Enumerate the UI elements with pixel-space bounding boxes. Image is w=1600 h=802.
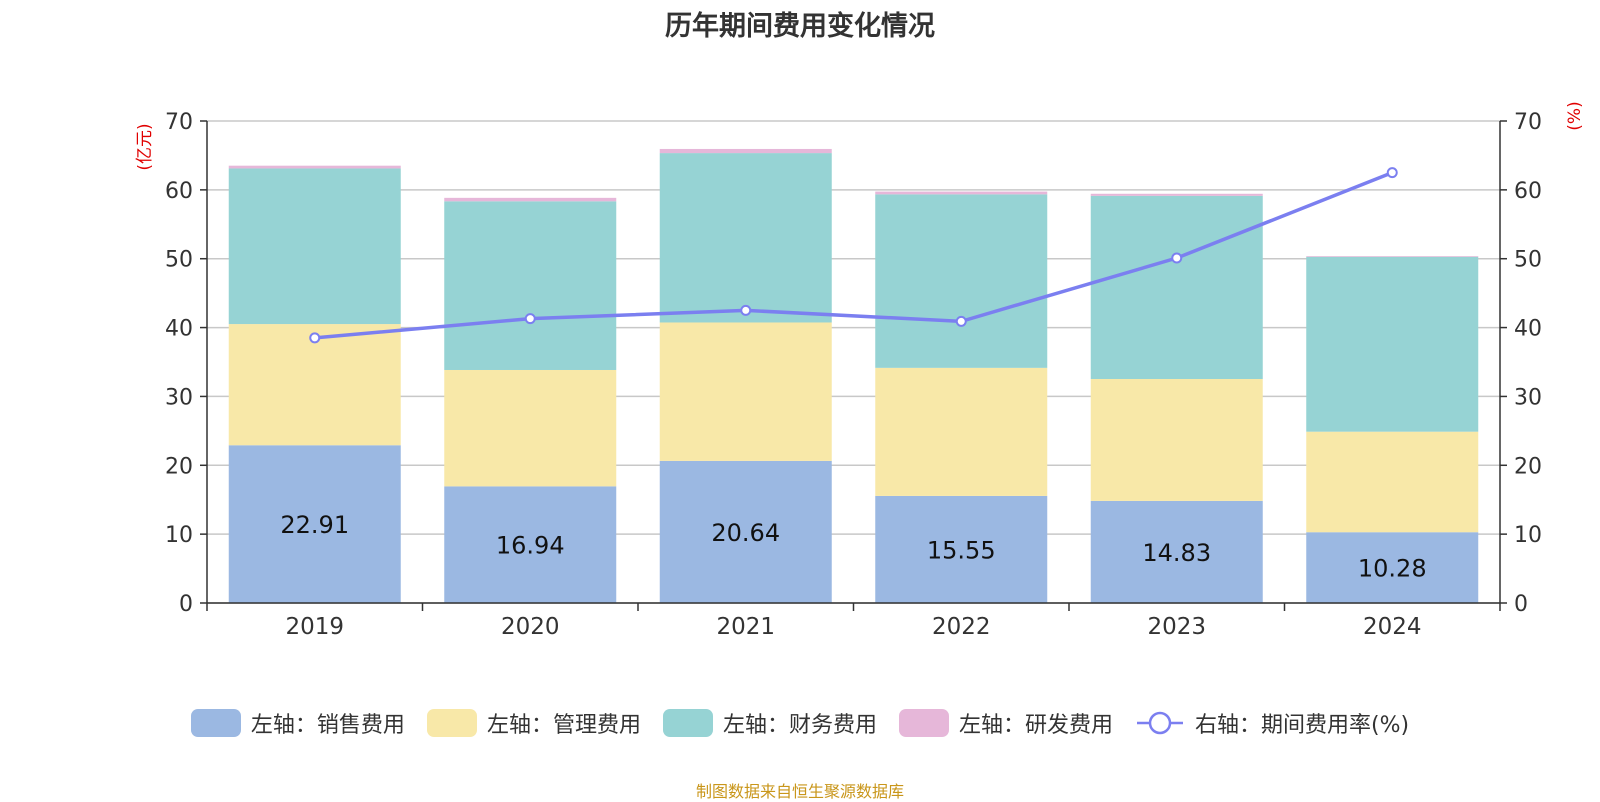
right-tick-label: 50	[1514, 248, 1542, 273]
bar-segment	[444, 201, 617, 370]
right-tick-label: 10	[1514, 523, 1542, 548]
x-tick-label: 2022	[932, 614, 991, 640]
legend-label: 左轴：研发费用	[958, 713, 1113, 738]
bar-data-label: 10.28	[1358, 555, 1427, 583]
left-tick-label: 30	[165, 385, 193, 410]
right-tick-label: 0	[1514, 592, 1528, 617]
legend-item: 左轴：研发费用	[898, 707, 1113, 739]
bar-segment	[659, 148, 832, 154]
bar-data-label: 14.83	[1142, 539, 1211, 567]
legend-item: 右轴：期间费用率(%)	[1135, 707, 1409, 739]
chart-title: 历年期间费用变化情况	[665, 11, 935, 42]
legend: 左轴：销售费用 左轴：管理费用 左轴：财务费用 左轴：研发费用 右轴：期间费用率(%)	[0, 703, 1600, 743]
left-tick-label: 20	[165, 454, 193, 479]
rate-point	[740, 304, 752, 316]
legend-line-marker	[1136, 711, 1183, 735]
legend-swatch	[426, 709, 477, 737]
bar-segment	[1090, 193, 1263, 196]
bar-segment	[875, 495, 1048, 603]
right-tick-label: 60	[1514, 179, 1542, 204]
right-axis-unit: (%)	[1565, 101, 1585, 130]
bar-segment	[228, 168, 401, 325]
bar-segment	[1306, 431, 1479, 533]
legend-item: 左轴：销售费用	[190, 707, 405, 739]
bar-segment	[875, 191, 1048, 195]
left-tick-label: 40	[165, 317, 193, 342]
legend-label: 左轴：财务费用	[722, 713, 877, 738]
bar-segment	[1306, 532, 1479, 603]
bar-segment	[659, 460, 832, 603]
legend-label: 右轴：期间费用率(%)	[1194, 713, 1410, 738]
bar-data-label: 22.91	[280, 511, 349, 539]
bar-segment	[875, 367, 1048, 496]
rate-line	[314, 171, 1393, 340]
left-tick-label: 50	[165, 248, 193, 273]
left-tick-label: 10	[165, 523, 193, 548]
rate-point	[1171, 252, 1183, 264]
rate-point	[955, 315, 967, 327]
bar-segment	[659, 153, 832, 323]
bar-segment	[875, 194, 1048, 368]
bar-segment	[1306, 256, 1479, 432]
legend-swatch	[898, 709, 949, 737]
source-footer: 制图数据来自恒生聚源数据库	[695, 782, 904, 801]
legend-swatch	[190, 709, 241, 737]
bar-segment	[1306, 256, 1479, 257]
rate-point	[1386, 167, 1398, 179]
x-tick-label: 2023	[1147, 614, 1206, 640]
x-tick-label: 2020	[501, 614, 560, 640]
bar-segment	[659, 322, 832, 461]
rate-point	[524, 313, 536, 325]
bar-data-label: 15.55	[927, 536, 996, 564]
bar-data-label: 16.94	[496, 532, 565, 560]
bar-data-label: 20.64	[711, 519, 780, 547]
rate-point	[309, 332, 321, 344]
bar-segment	[1090, 195, 1263, 380]
bar-segment	[444, 369, 617, 487]
x-tick-label: 2021	[716, 614, 775, 640]
legend-item: 左轴：管理费用	[426, 707, 641, 739]
right-tick-label: 40	[1514, 317, 1542, 342]
bar-segment	[228, 324, 401, 446]
legend-label: 左轴：管理费用	[486, 713, 641, 738]
bar-segment	[228, 445, 401, 603]
bar-segment	[444, 197, 617, 202]
x-tick-label: 2019	[285, 614, 344, 640]
left-axis-unit: (亿元)	[135, 123, 155, 170]
bar-segment	[228, 165, 401, 169]
bar-segment	[1090, 500, 1263, 603]
left-tick-label: 70	[165, 110, 193, 135]
left-tick-label: 60	[165, 179, 193, 204]
bar-segment	[444, 486, 617, 603]
x-tick-label: 2024	[1363, 614, 1422, 640]
right-tick-label: 20	[1514, 454, 1542, 479]
legend-swatch	[662, 709, 713, 737]
right-tick-label: 30	[1514, 385, 1542, 410]
bar-segment	[1090, 379, 1263, 501]
right-tick-label: 70	[1514, 110, 1542, 135]
left-tick-label: 0	[179, 592, 193, 617]
legend-label: 左轴：销售费用	[250, 713, 405, 738]
legend-item: 左轴：财务费用	[662, 707, 877, 739]
